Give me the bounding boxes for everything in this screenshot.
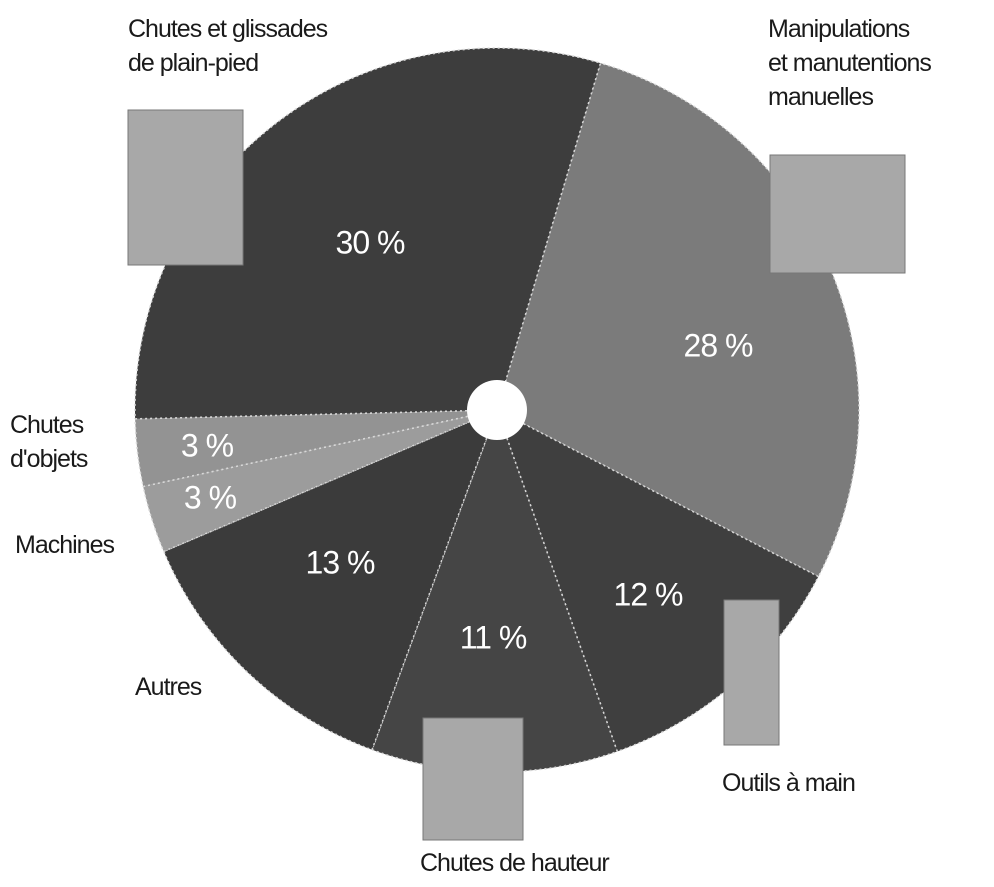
category-label: Chutes d'objets bbox=[10, 408, 87, 476]
chart: 28 % 12 % 11 % 13 % 3 % 3 % 30 % Manipulations… bbox=[0, 0, 994, 887]
category-label: Autres bbox=[135, 670, 201, 704]
category-label: Manipulations et manutentions manuelles bbox=[768, 12, 931, 114]
pie-canvas: 28 % 12 % 11 % 13 % 3 % 3 % 30 % bbox=[0, 0, 994, 887]
category-label: Outils à main bbox=[722, 766, 855, 800]
icon bbox=[423, 718, 523, 840]
value-label: 28 % bbox=[684, 327, 753, 363]
icon bbox=[724, 600, 779, 745]
category-label: Chutes et glissades de plain-pied bbox=[128, 12, 327, 80]
icon bbox=[128, 110, 243, 265]
value-label: 3 % bbox=[181, 427, 234, 463]
category-label: Machines bbox=[15, 528, 114, 562]
value-label: 13 % bbox=[306, 544, 375, 580]
value-label: 30 % bbox=[336, 224, 405, 260]
category-label: Chutes de hauteur bbox=[420, 846, 609, 880]
icon bbox=[770, 155, 905, 273]
center-hole bbox=[467, 380, 527, 440]
value-label: 12 % bbox=[614, 576, 683, 612]
value-label: 3 % bbox=[184, 479, 237, 515]
value-label: 11 % bbox=[460, 619, 527, 655]
